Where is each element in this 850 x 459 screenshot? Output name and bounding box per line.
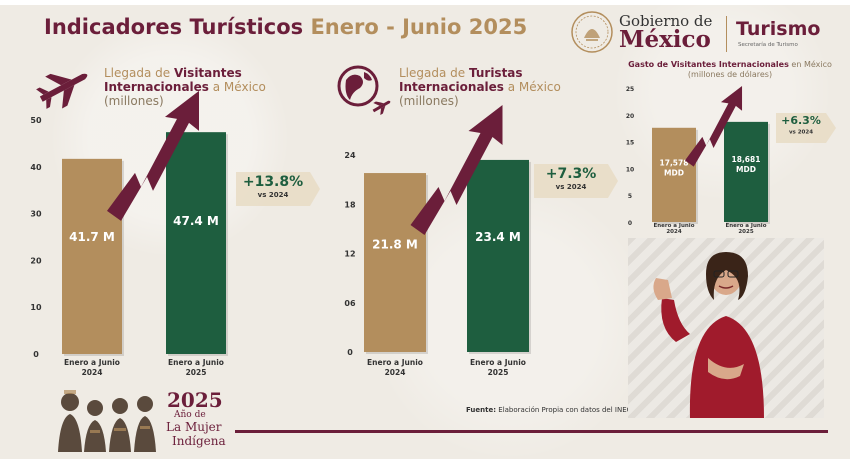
y-tick-label: 10 <box>626 166 634 173</box>
turismo-label: Turismo <box>736 18 821 40</box>
change-subtitle: vs 2024 <box>556 183 587 191</box>
gobierno-turismo-logo: Gobierno de México Turismo Secretaría de… <box>570 8 835 58</box>
change-subtitle: vs 2024 <box>789 130 813 136</box>
category-year: 2024 <box>666 229 681 235</box>
bar-value-label: 17,578 <box>660 158 689 167</box>
bar-2025 <box>166 132 226 354</box>
banner-line-1: Año de <box>174 410 206 420</box>
source-note: Fuente: Elaboración Propia con datos del… <box>466 406 634 414</box>
growth-arrow <box>685 85 743 167</box>
category-label: Enero a Junio <box>726 223 767 229</box>
y-tick-label: 18 <box>344 200 356 209</box>
title-main: Indicadores Turísticos <box>44 15 304 39</box>
coat-of-arms-icon <box>571 11 613 53</box>
category-year: 2025 <box>186 368 207 377</box>
growth-arrow <box>410 105 503 236</box>
turistas-units: (millones) <box>399 94 459 108</box>
source-label: Fuente: <box>466 406 497 414</box>
y-tick-label: 5 <box>628 193 632 200</box>
change-subtitle: vs 2024 <box>258 191 289 199</box>
y-tick-label: 30 <box>30 210 42 219</box>
indigenous-women-illustration <box>58 390 156 452</box>
y-tick-label: 10 <box>30 303 42 312</box>
change-plaque <box>534 164 618 198</box>
y-tick-label: 12 <box>344 250 355 259</box>
change-plaque <box>236 172 320 206</box>
visitantes-title: Llegada de Visitantes Internacionales a … <box>104 66 266 108</box>
bar-value-label: 21.8 M <box>372 238 418 252</box>
category-label: Enero a Junio <box>470 358 526 367</box>
gasto-units: (millones de dólares) <box>687 70 773 79</box>
logo-divider <box>726 16 727 52</box>
growth-arrow-shape <box>685 85 743 167</box>
gobierno-label: Gobierno de <box>619 12 713 30</box>
turistas-title-1a: Llegada de <box>399 66 469 80</box>
category-year: 2025 <box>738 229 753 235</box>
change-percent: +13.8% <box>243 174 303 190</box>
bar-value-label: 18,681 <box>732 155 761 164</box>
banner-line-3: Indígena <box>172 434 226 448</box>
bar-value-label: 47.4 M <box>173 214 219 228</box>
y-tick-label: 15 <box>626 140 634 147</box>
gasto-title-1a: Gasto de Visitantes Internacionales <box>628 60 789 69</box>
sign-language-interpreter <box>628 238 824 418</box>
category-year: 2024 <box>385 368 406 377</box>
bar-2024 <box>62 158 122 354</box>
bar-value-unit: MDD <box>664 168 684 177</box>
category-label: Enero a Junio <box>367 358 423 367</box>
growth-arrow <box>107 90 199 221</box>
y-tick-label: 20 <box>30 256 42 265</box>
visitantes-units: (millones) <box>104 94 164 108</box>
y-tick-label: 06 <box>344 299 356 308</box>
y-tick-label: 20 <box>626 113 634 120</box>
turistas-title-2b: a México <box>503 80 561 94</box>
y-tick-label: 0 <box>33 350 39 359</box>
source-text: Elaboración Propia con datos del INEGI <box>496 406 635 414</box>
secretaria-label: Secretaría de Turismo <box>738 42 798 48</box>
bar-2025 <box>724 121 768 222</box>
bar-value-label: 23.4 M <box>475 230 521 244</box>
gasto-title-1b: en México <box>788 60 832 69</box>
turistas-title: Llegada de Turistas Internacionales a Mé… <box>399 66 561 108</box>
top-frame <box>0 0 850 5</box>
page-title: Indicadores Turísticos Enero - Junio 202… <box>44 15 527 39</box>
y-tick-label: 40 <box>30 163 42 172</box>
bar-value-label: 41.7 M <box>69 230 115 244</box>
y-tick-label: 50 <box>30 116 42 125</box>
y-tick-label: 0 <box>628 220 632 227</box>
category-label: Enero a Junio <box>168 358 224 367</box>
change-plaque <box>776 113 836 143</box>
bar-2024 <box>652 127 696 222</box>
visitantes-title-2b: a México <box>208 80 266 94</box>
change-percent: +6.3% <box>781 114 821 127</box>
visitantes-title-2a: Internacionales <box>104 80 209 94</box>
gasto-title: Gasto de Visitantes Internacionales en M… <box>625 60 835 80</box>
growth-arrow-shape <box>107 90 199 221</box>
bar-2024 <box>364 173 426 352</box>
category-year: 2024 <box>82 368 103 377</box>
visitantes-title-1a: Llegada de <box>104 66 174 80</box>
turistas-title-2a: Internacionales <box>399 80 504 94</box>
bottom-divider <box>235 430 828 433</box>
y-tick-label: 0 <box>347 348 353 357</box>
category-label: Enero a Junio <box>654 223 695 229</box>
y-tick-label: 24 <box>344 151 356 160</box>
visitantes-title-1b: Visitantes <box>173 66 242 80</box>
change-percent: +7.3% <box>546 166 597 182</box>
growth-arrow-shape <box>410 105 503 236</box>
turistas-title-1b: Turistas <box>468 66 523 80</box>
banner-year: 2025 <box>167 388 223 412</box>
bar-2025 <box>467 159 529 352</box>
category-year: 2025 <box>488 368 509 377</box>
banner-line-2: La Mujer <box>166 420 222 434</box>
title-accent: Enero - Junio 2025 <box>310 15 528 39</box>
bar-value-unit: MDD <box>736 165 756 174</box>
mexico-label: México <box>619 26 711 53</box>
interpreter-figure <box>653 252 764 418</box>
y-tick-label: 25 <box>626 86 634 93</box>
category-label: Enero a Junio <box>64 358 120 367</box>
mujer-indigena-banner: 2025 Año de La Mujer Indígena <box>54 380 234 452</box>
